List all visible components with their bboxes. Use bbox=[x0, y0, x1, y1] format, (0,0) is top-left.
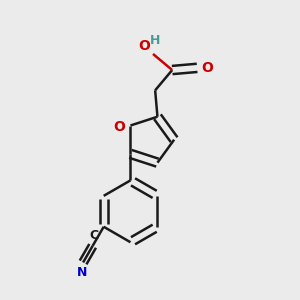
Text: C: C bbox=[89, 229, 98, 242]
Text: N: N bbox=[77, 266, 87, 279]
Text: O: O bbox=[202, 61, 213, 75]
Text: O: O bbox=[138, 39, 150, 53]
Text: H: H bbox=[150, 34, 160, 47]
Text: O: O bbox=[113, 120, 125, 134]
